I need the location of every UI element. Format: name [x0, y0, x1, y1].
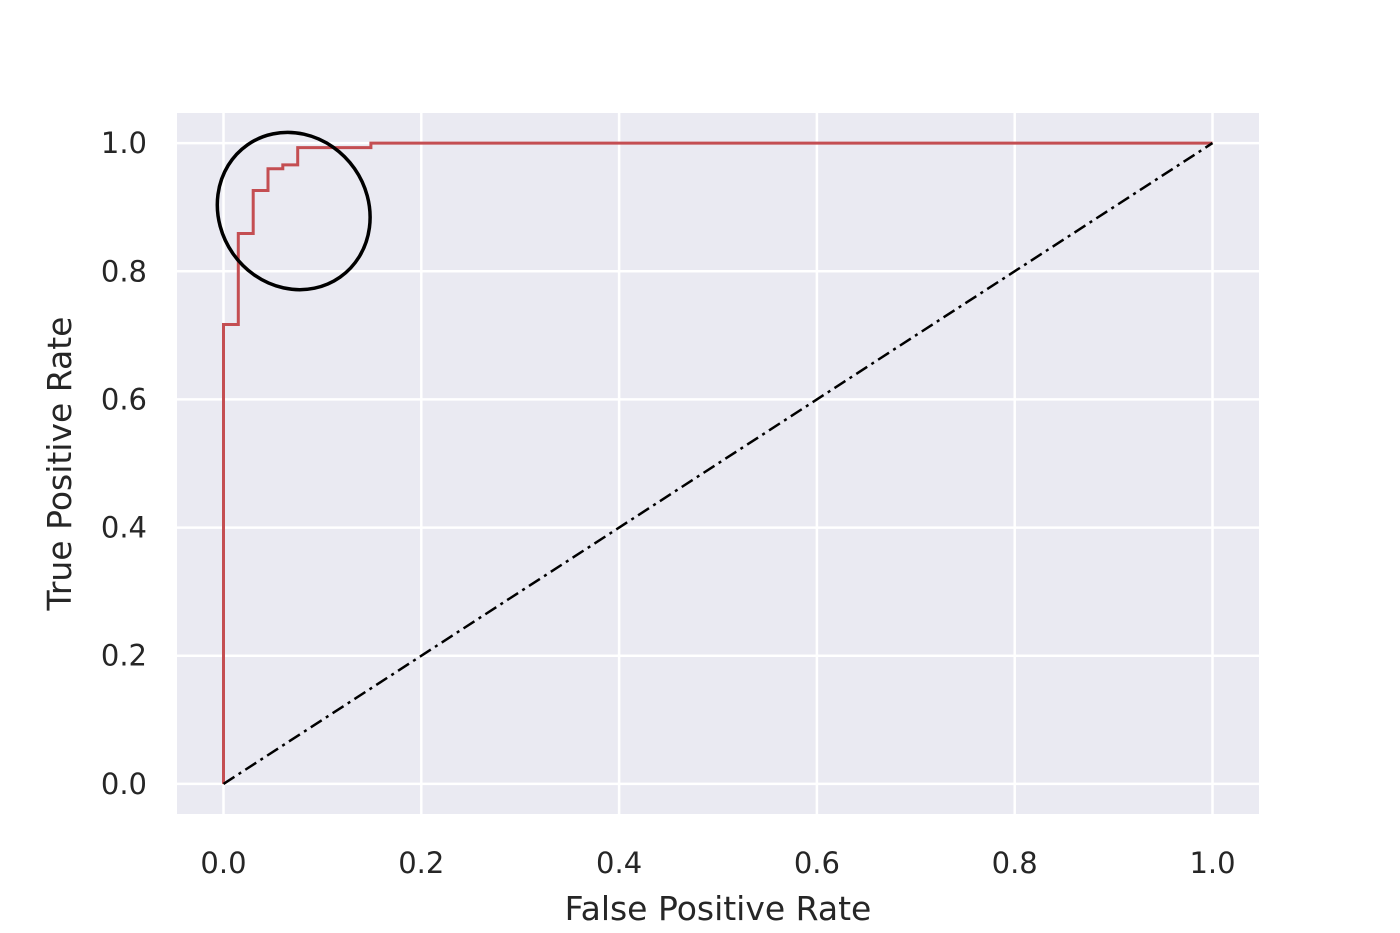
- x-tick-label: 0.2: [398, 846, 444, 880]
- hand-drawn-circle-annotation: [215, 130, 372, 292]
- y-tick-labels: 0.0 0.2 0.4 0.6 0.8 1.0: [101, 126, 147, 801]
- y-tick-label: 0.4: [101, 511, 147, 545]
- annotations: [215, 130, 372, 292]
- x-tick-label: 0.4: [596, 846, 642, 880]
- x-tick-label: 0.0: [200, 846, 246, 880]
- x-axis-label: False Positive Rate: [565, 889, 872, 928]
- x-tick-labels: 0.0 0.2 0.4 0.6 0.8 1.0: [200, 846, 1235, 880]
- random-baseline-line: [222, 142, 1214, 785]
- y-axis-label: True Positive Rate: [40, 317, 79, 612]
- roc-curve-line: [222, 141, 1213, 784]
- series-lines: [222, 141, 1214, 785]
- x-tick-label: 0.8: [992, 846, 1038, 880]
- y-tick-label: 0.6: [101, 382, 147, 416]
- y-tick-label: 0.8: [101, 254, 147, 288]
- x-tick-label: 1.0: [1189, 846, 1235, 880]
- x-tick-label: 0.6: [794, 846, 840, 880]
- grid-lines: [177, 113, 1259, 814]
- y-tick-label: 0.2: [101, 639, 147, 673]
- y-tick-label: 1.0: [101, 126, 147, 160]
- y-tick-label: 0.0: [101, 767, 147, 801]
